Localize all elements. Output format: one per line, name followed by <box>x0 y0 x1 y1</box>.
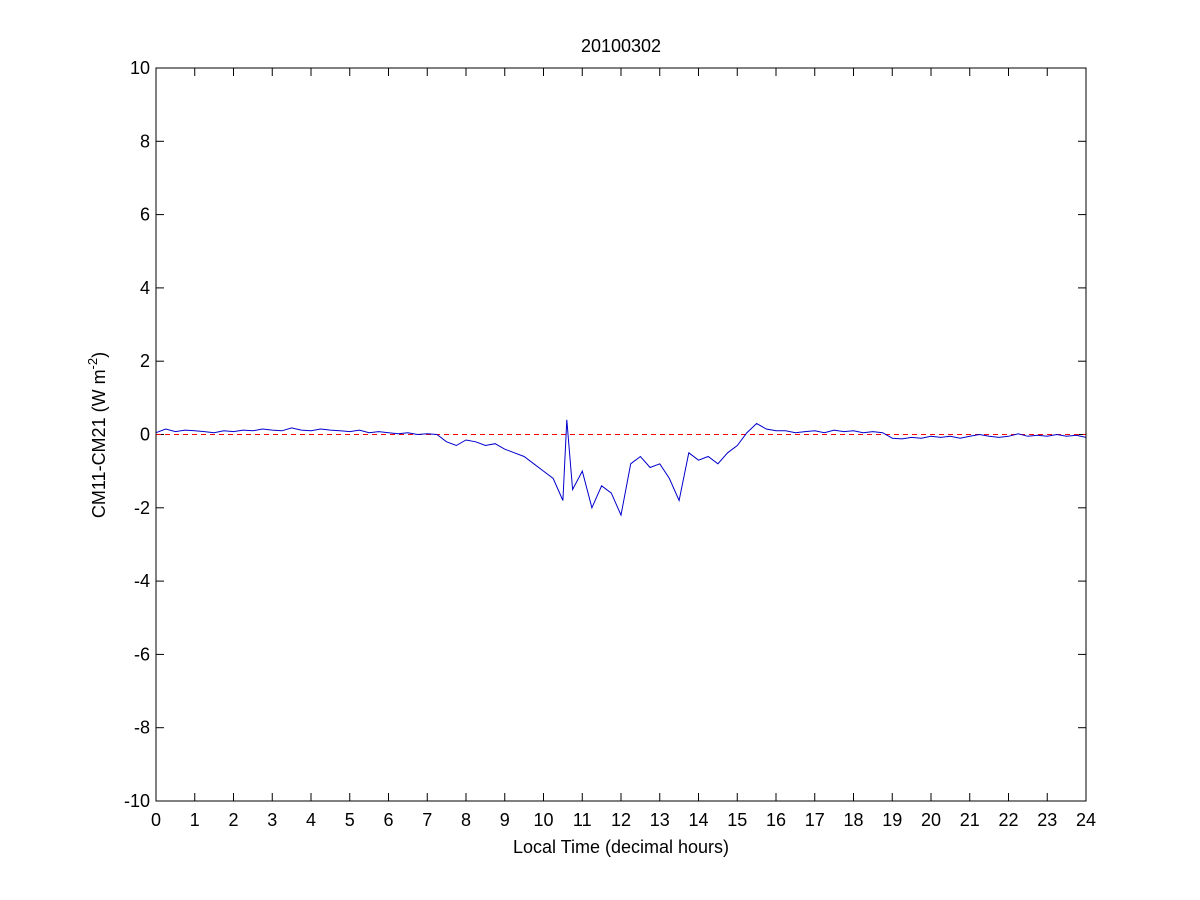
x-tick-label-18: 18 <box>843 810 863 830</box>
x-axis-label: Local Time (decimal hours) <box>513 837 729 857</box>
x-tick-label-22: 22 <box>998 810 1018 830</box>
x-tick-label-19: 19 <box>882 810 902 830</box>
x-tick-label-10: 10 <box>533 810 553 830</box>
x-tick-label-14: 14 <box>688 810 708 830</box>
x-tick-label-15: 15 <box>727 810 747 830</box>
series-line <box>155 419 1087 517</box>
y-tick-label-2: 2 <box>140 351 150 371</box>
y-axis-label-close: ) <box>89 352 109 358</box>
y-tick-label-10: 10 <box>130 58 150 78</box>
axis-ticks <box>155 67 1087 802</box>
y-tick-labels: -10 -8 -6 -4 -2 0 2 4 6 8 10 <box>124 58 150 811</box>
y-tick-label--6: -6 <box>134 644 150 664</box>
x-tick-label-6: 6 <box>383 810 393 830</box>
y-axis-label-main: CM11-CM21 (W m <box>89 369 109 518</box>
y-tick-label--4: -4 <box>134 571 150 591</box>
x-tick-label-2: 2 <box>228 810 238 830</box>
x-tick-label-16: 16 <box>766 810 786 830</box>
x-tick-label-3: 3 <box>267 810 277 830</box>
x-tick-label-23: 23 <box>1037 810 1057 830</box>
x-tick-label-17: 17 <box>805 810 825 830</box>
y-tick-label--10: -10 <box>124 791 150 811</box>
x-tick-label-9: 9 <box>500 810 510 830</box>
x-tick-label-0: 0 <box>151 810 161 830</box>
x-tick-labels: 0 1 2 3 4 5 6 7 8 9 10 11 12 13 14 15 16 17 18 19 20 21 22 23 24 <box>151 810 1096 830</box>
x-tick-label-4: 4 <box>306 810 316 830</box>
x-tick-label-5: 5 <box>345 810 355 830</box>
y-tick-label-8: 8 <box>140 131 150 151</box>
x-tick-label-11: 11 <box>573 810 592 830</box>
plot-frame <box>155 67 1087 802</box>
y-tick-label-4: 4 <box>140 278 150 298</box>
x-tick-label-21: 21 <box>960 810 980 830</box>
x-tick-label-8: 8 <box>461 810 471 830</box>
y-tick-label--8: -8 <box>134 718 150 738</box>
y-tick-label-6: 6 <box>140 205 150 225</box>
y-tick-label--2: -2 <box>134 498 150 518</box>
x-tick-label-1: 1 <box>190 810 200 830</box>
y-axis-label-superscript: -2 <box>85 358 100 370</box>
x-tick-label-13: 13 <box>650 810 670 830</box>
x-tick-label-20: 20 <box>921 810 941 830</box>
x-tick-label-12: 12 <box>611 810 631 830</box>
y-axis-label: CM11-CM21 (W m-2) <box>85 352 109 518</box>
x-tick-label-7: 7 <box>422 810 432 830</box>
y-tick-label-0: 0 <box>140 425 150 445</box>
chart-title: 20100302 <box>581 36 661 56</box>
x-tick-label-24: 24 <box>1076 810 1096 830</box>
